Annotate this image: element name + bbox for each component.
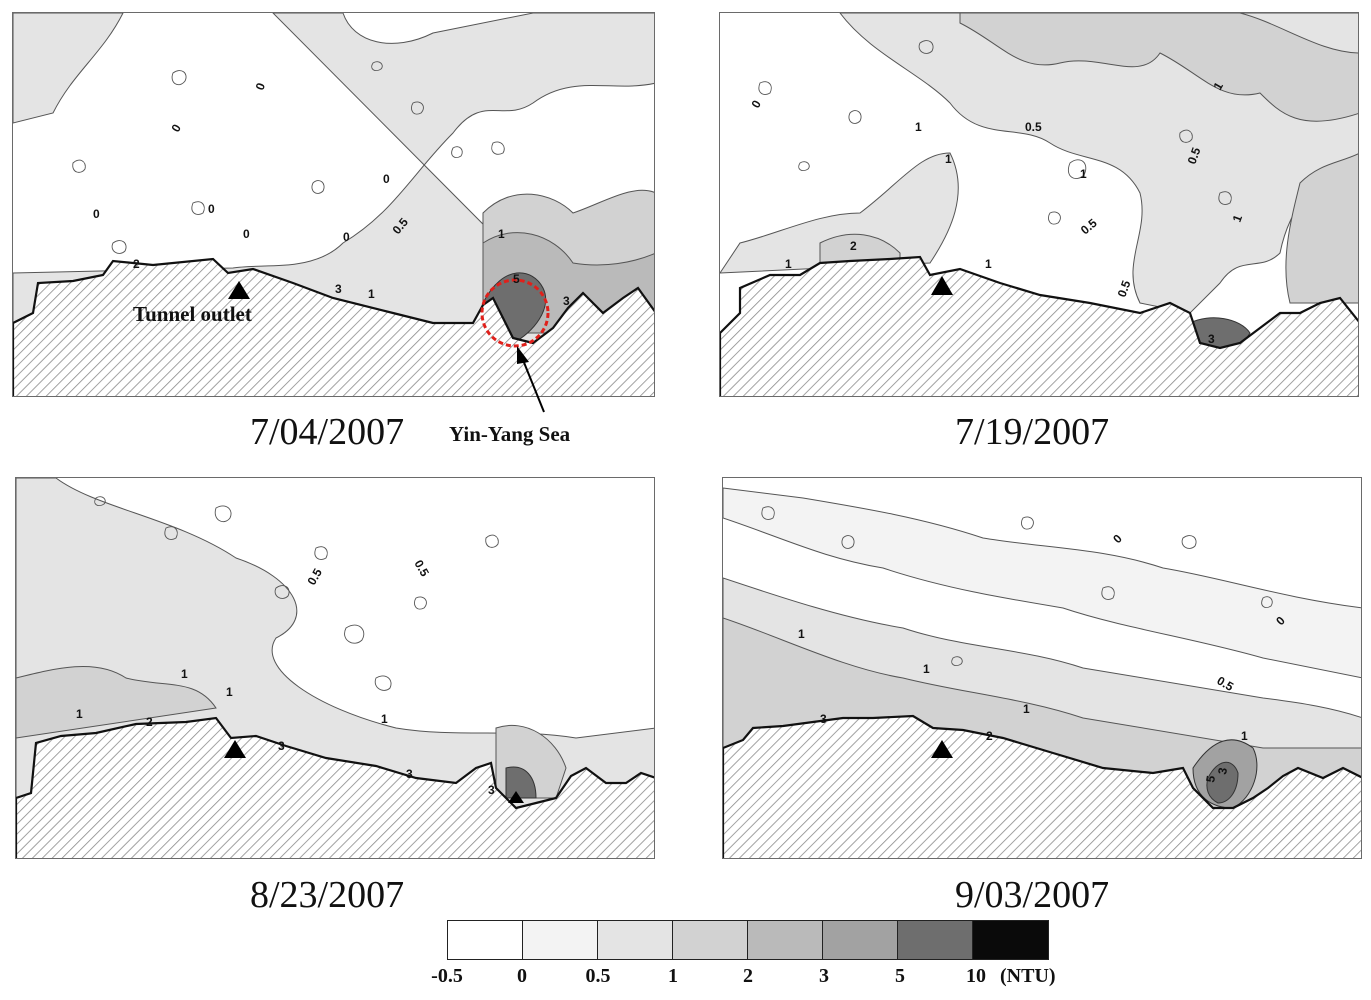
contour-label: 0.5 [1185, 145, 1204, 166]
contour-label: 1 [368, 287, 375, 301]
colorbar-cell [523, 921, 598, 959]
colorbar-tick-label: 0.5 [585, 965, 611, 987]
contour-label: 0 [243, 227, 250, 241]
contour-label: 1 [181, 667, 188, 681]
contour-label: 1 [381, 712, 388, 726]
contour-label: 2 [986, 729, 993, 743]
contour-label: 3 [488, 783, 495, 797]
colorbar-cell [598, 921, 673, 959]
contour-label: 1 [1080, 167, 1087, 181]
date-label-panel-3: 8/23/2007 [250, 874, 405, 916]
colorbar-unit-label: (NTU) [1000, 965, 1056, 987]
contour-label: 2 [133, 257, 140, 271]
map-panel-4: 0 0 1 1 0.5 1 3 2 5 3 1 [722, 477, 1362, 859]
colorbar-tick-label: 5 [895, 965, 905, 987]
contour-label: 1 [915, 120, 922, 134]
contour-label: 3 [278, 739, 285, 753]
contour-label: 5 [513, 272, 520, 286]
contour-label: 3 [335, 282, 342, 296]
colorbar-tick-label: 2 [743, 965, 753, 987]
date-label-panel-4: 9/03/2007 [955, 874, 1110, 916]
yin-yang-sea-label: Yin-Yang Sea [449, 422, 571, 446]
colorbar-cell [898, 921, 973, 959]
contour-label: 0 [1110, 531, 1125, 546]
contour-label: 1 [226, 685, 233, 699]
yin-yang-sea-marker-icon [508, 791, 524, 803]
turbidity-map-3: 0.5 0.5 1 1 1 1 2 3 3 3 [16, 478, 654, 858]
contour-label: 3 [1215, 766, 1230, 775]
contour-label: 0 [168, 121, 184, 134]
contour-label: 3 [820, 712, 827, 726]
contour-label: 0.5 [1115, 278, 1134, 299]
contour-label: 1 [1023, 702, 1030, 716]
contour-label: 1 [498, 227, 505, 241]
tunnel-outlet-marker-icon [931, 276, 953, 295]
colorbar-cell [973, 921, 1048, 959]
tunnel-outlet-marker-icon [228, 281, 250, 299]
contour-label: 3 [406, 767, 413, 781]
map-panel-3: 0.5 0.5 1 1 1 1 2 3 3 3 [15, 477, 655, 859]
colorbar-tick-label: -0.5 [431, 965, 463, 987]
contour-label: 0.5 [1025, 120, 1042, 134]
colorbar-tick-label: 3 [819, 965, 829, 987]
turbidity-map-4: 0 0 1 1 0.5 1 3 2 5 3 1 [723, 487, 1361, 858]
contour-label: 0.5 [1078, 216, 1100, 238]
date-label-panel-1: 7/04/2007 [250, 411, 405, 453]
contour-label: 1 [1230, 213, 1246, 224]
contour-label: 1 [798, 627, 805, 641]
colorbar-tick-label: 10 [966, 965, 986, 987]
turbidity-map-2: 0 1 1 1 1 0.5 0.5 0.5 0.5 1 1 2 1 3 [720, 13, 1358, 396]
tunnel-outlet-label: Tunnel outlet [133, 302, 252, 326]
tunnel-outlet-marker-icon [931, 740, 953, 758]
map-panel-1: 0 0 0 0 0 0 0 0.5 1 1 2 3 3 5 [12, 12, 655, 397]
colorbar-tick-label: 1 [668, 965, 678, 987]
colorbar-cell [823, 921, 898, 959]
contour-label: 1 [945, 152, 952, 166]
contour-label: 0 [253, 81, 269, 92]
contour-label: 1 [1241, 729, 1248, 743]
contour-label: 3 [563, 294, 570, 308]
turbidity-colorbar [447, 920, 1049, 960]
colorbar-cell [673, 921, 748, 959]
contour-label: 0.5 [411, 558, 432, 580]
turbidity-map-1: 0 0 0 0 0 0 0 0.5 1 1 2 3 3 5 [13, 13, 654, 396]
map-panel-2: 0 1 1 1 1 0.5 0.5 0.5 0.5 1 1 2 1 3 [719, 12, 1359, 397]
colorbar-tick-label: 0 [517, 965, 527, 987]
contour-label: 1 [985, 257, 992, 271]
contour-label: 0 [93, 207, 100, 221]
contour-label: 0.5 [304, 566, 325, 588]
contour-label: 1 [785, 257, 792, 271]
yin-yang-sea-highlight-circle [480, 278, 550, 348]
contour-label: 5 [1203, 774, 1218, 783]
contour-label: 1 [923, 662, 930, 676]
contour-label: 3 [1208, 332, 1215, 346]
contour-label: 0 [208, 202, 215, 216]
colorbar-cell [448, 921, 523, 959]
contour-label: 1 [76, 707, 83, 721]
tunnel-outlet-marker-icon [224, 740, 246, 758]
contour-label: 2 [850, 239, 857, 253]
contour-label: 2 [146, 715, 153, 729]
colorbar-cell [748, 921, 823, 959]
contour-label: 0 [383, 172, 390, 186]
date-label-panel-2: 7/19/2007 [955, 411, 1110, 453]
contour-label: 0 [343, 230, 350, 244]
contour-label: 0 [748, 97, 764, 110]
